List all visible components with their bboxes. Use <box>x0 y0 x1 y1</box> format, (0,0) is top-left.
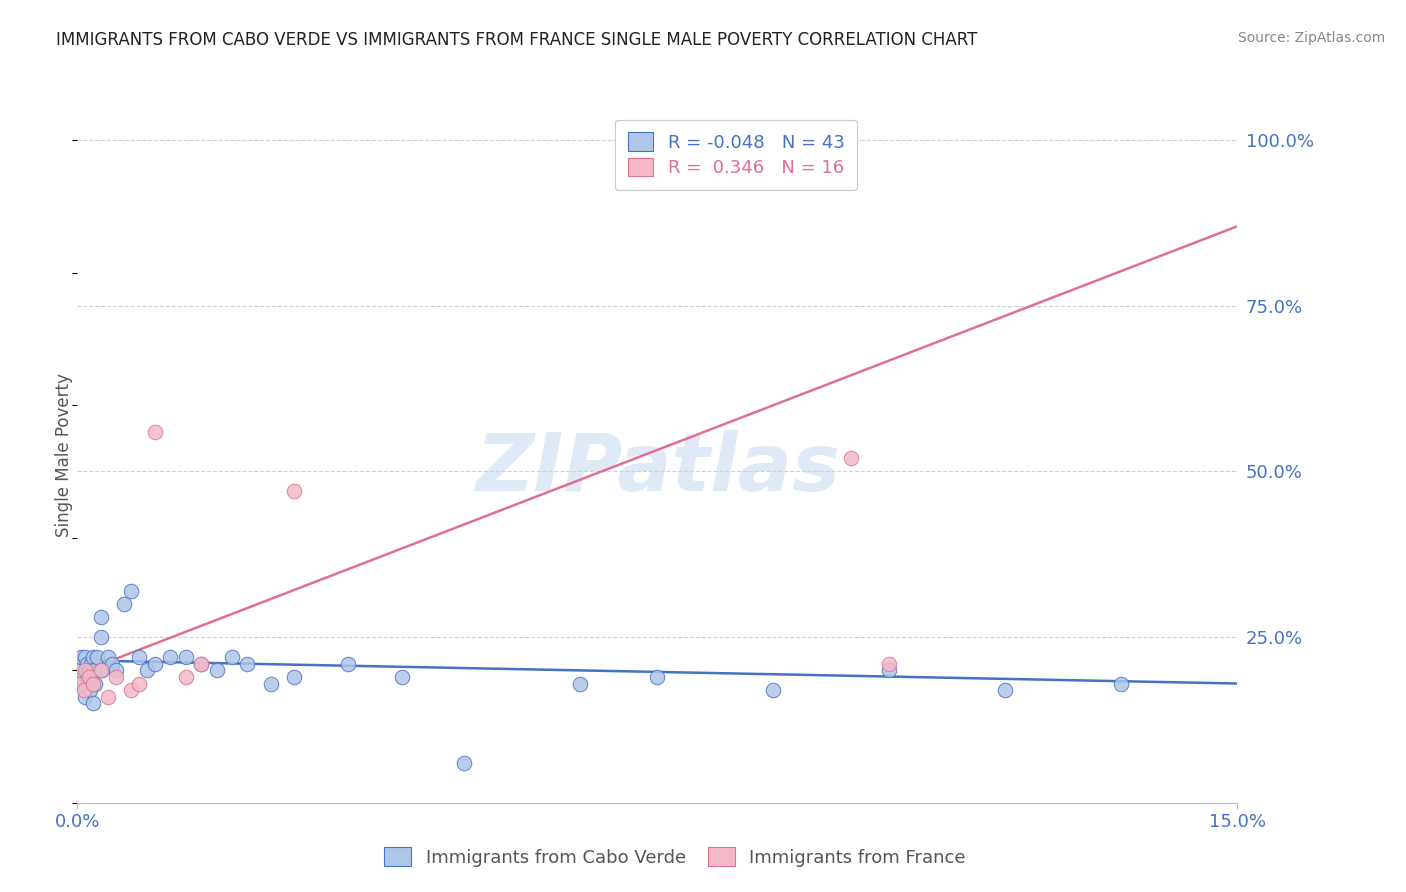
Point <box>72 676 94 690</box>
Point <box>97 690 120 704</box>
Point <box>69 676 91 690</box>
Point <box>128 676 150 690</box>
Point <box>174 670 197 684</box>
Text: ZIPatlas: ZIPatlas <box>475 430 839 508</box>
Point <box>879 657 901 671</box>
Point <box>647 670 669 684</box>
Point <box>1111 676 1133 690</box>
Legend: R = -0.048   N = 43, R =  0.346   N = 16: R = -0.048 N = 43, R = 0.346 N = 16 <box>616 120 858 190</box>
Point <box>76 657 98 671</box>
Point <box>569 676 592 690</box>
Point <box>128 650 150 665</box>
Point <box>236 657 259 671</box>
Point <box>121 583 143 598</box>
Point <box>79 683 101 698</box>
Point <box>70 650 93 665</box>
Point <box>97 650 120 665</box>
Point <box>283 670 305 684</box>
Point <box>101 657 124 671</box>
Text: Source: ZipAtlas.com: Source: ZipAtlas.com <box>1237 31 1385 45</box>
Point <box>762 683 785 698</box>
Point <box>879 663 901 677</box>
Point <box>80 657 103 671</box>
Point <box>76 670 98 684</box>
Point <box>69 663 91 677</box>
Point <box>90 663 111 677</box>
Point <box>453 756 475 770</box>
Point <box>283 484 305 499</box>
Point <box>82 697 104 711</box>
Point <box>337 657 360 671</box>
Legend: Immigrants from Cabo Verde, Immigrants from France: Immigrants from Cabo Verde, Immigrants f… <box>377 840 973 874</box>
Point <box>112 597 135 611</box>
Point <box>221 650 243 665</box>
Point <box>143 657 166 671</box>
Point <box>83 663 105 677</box>
Point <box>839 451 862 466</box>
Point <box>105 670 127 684</box>
Point <box>260 676 283 690</box>
Text: IMMIGRANTS FROM CABO VERDE VS IMMIGRANTS FROM FRANCE SINGLE MALE POVERTY CORRELA: IMMIGRANTS FROM CABO VERDE VS IMMIGRANTS… <box>56 31 977 49</box>
Point <box>75 650 96 665</box>
Point <box>105 663 127 677</box>
Point <box>121 683 143 698</box>
Point <box>75 663 96 677</box>
Point <box>143 425 166 439</box>
Point <box>91 663 114 677</box>
Point <box>84 676 107 690</box>
Point <box>90 610 111 624</box>
Point <box>391 670 413 684</box>
Point <box>82 650 104 665</box>
Point <box>82 676 104 690</box>
Point <box>159 650 181 665</box>
Point <box>90 630 111 644</box>
Point <box>174 650 197 665</box>
Point <box>72 683 94 698</box>
Point <box>77 663 100 677</box>
Point <box>205 663 228 677</box>
Point <box>75 690 96 704</box>
Point <box>77 670 100 684</box>
Point <box>190 657 212 671</box>
Point <box>86 650 108 665</box>
Y-axis label: Single Male Poverty: Single Male Poverty <box>55 373 73 537</box>
Point <box>994 683 1017 698</box>
Point <box>190 657 212 671</box>
Point <box>136 663 159 677</box>
